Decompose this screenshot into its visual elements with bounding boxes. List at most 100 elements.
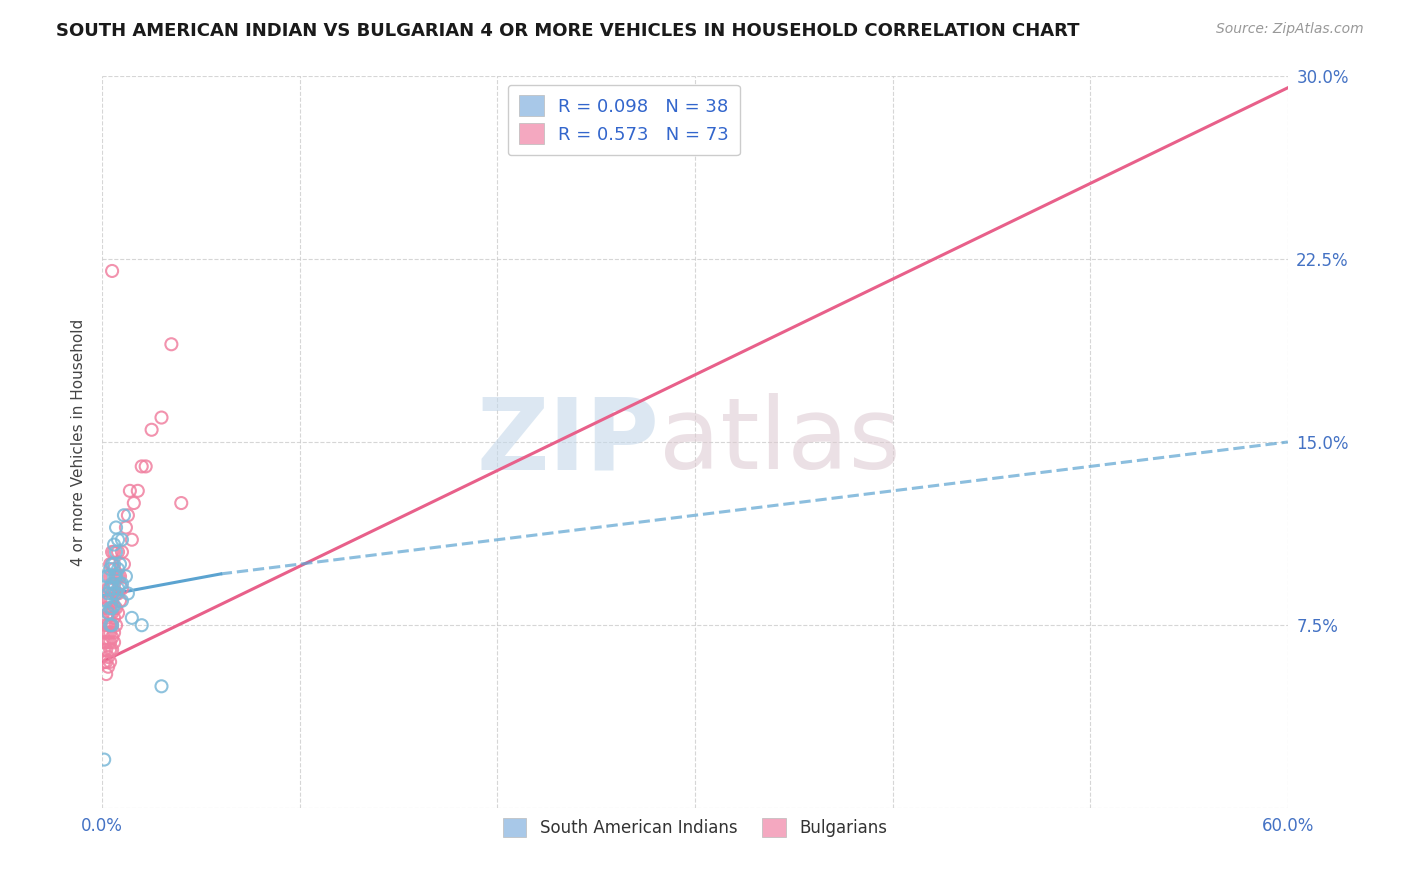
Point [97,606,120,620]
Point [96,635,118,649]
Point [93,655,115,669]
Point [117,508,139,523]
Point [101,631,124,645]
Point [103,576,125,591]
Point [118,483,141,498]
Point [121,611,143,625]
Point [105,545,128,559]
Legend: South American Indians, Bulgarians: South American Indians, Bulgarians [496,812,894,844]
Point [103,545,125,559]
Point [98,582,121,596]
Point [111,576,134,591]
Point [111,582,134,596]
Point [98,606,121,620]
Point [96,594,118,608]
Point [131,459,153,474]
Point [108,569,131,583]
Point [101,618,124,632]
Point [101,582,124,596]
Point [93,625,115,640]
Point [97,635,120,649]
Point [103,557,125,571]
Point [107,533,129,547]
Point [103,562,125,576]
Point [150,410,173,425]
Point [101,569,124,583]
Text: SOUTH AMERICAN INDIAN VS BULGARIAN 4 OR MORE VEHICLES IN HOUSEHOLD CORRELATION C: SOUTH AMERICAN INDIAN VS BULGARIAN 4 OR … [56,22,1080,40]
Point [97,569,120,583]
Point [111,533,134,547]
Point [98,569,121,583]
Point [101,586,124,600]
Point [160,337,183,351]
Point [131,618,153,632]
Point [101,642,124,657]
Point [96,569,118,583]
Point [103,611,125,625]
Point [98,655,121,669]
Point [150,679,173,693]
Text: Source: ZipAtlas.com: Source: ZipAtlas.com [1216,22,1364,37]
Point [98,618,121,632]
Point [107,562,129,576]
Point [98,594,121,608]
Point [115,569,138,583]
Y-axis label: 4 or more Vehicles in Household: 4 or more Vehicles in Household [72,318,86,566]
Point [96,667,118,681]
Point [107,582,129,596]
Point [98,625,121,640]
Point [115,520,138,534]
Point [105,569,128,583]
Point [112,508,135,523]
Point [96,611,118,625]
Point [101,618,124,632]
Point [98,562,121,576]
Point [105,520,128,534]
Point [98,635,121,649]
Point [108,594,131,608]
Point [121,533,143,547]
Point [97,594,120,608]
Point [105,586,128,600]
Point [112,557,135,571]
Point [122,496,145,510]
Point [107,586,129,600]
Point [105,618,128,632]
Point [98,601,121,615]
Point [97,582,120,596]
Point [96,655,118,669]
Point [127,483,149,498]
Point [105,601,128,615]
Point [103,599,125,613]
Point [101,594,124,608]
Text: ZIP: ZIP [477,393,659,491]
Point [97,625,120,640]
Point [105,586,128,600]
Point [103,635,125,649]
Point [97,606,120,620]
Point [103,582,125,596]
Point [111,545,134,559]
Point [101,557,124,571]
Point [96,625,118,640]
Point [103,625,125,640]
Point [101,557,124,571]
Point [117,586,139,600]
Point [97,650,120,665]
Point [96,601,118,615]
Point [105,569,128,583]
Point [107,569,129,583]
Point [101,606,124,620]
Point [97,586,120,600]
Point [101,545,124,559]
Point [103,586,125,600]
Point [111,594,134,608]
Point [103,538,125,552]
Point [97,618,120,632]
Point [103,569,125,583]
Point [103,601,125,615]
Point [107,545,129,559]
Point [98,642,121,657]
Point [135,459,157,474]
Point [96,642,118,657]
